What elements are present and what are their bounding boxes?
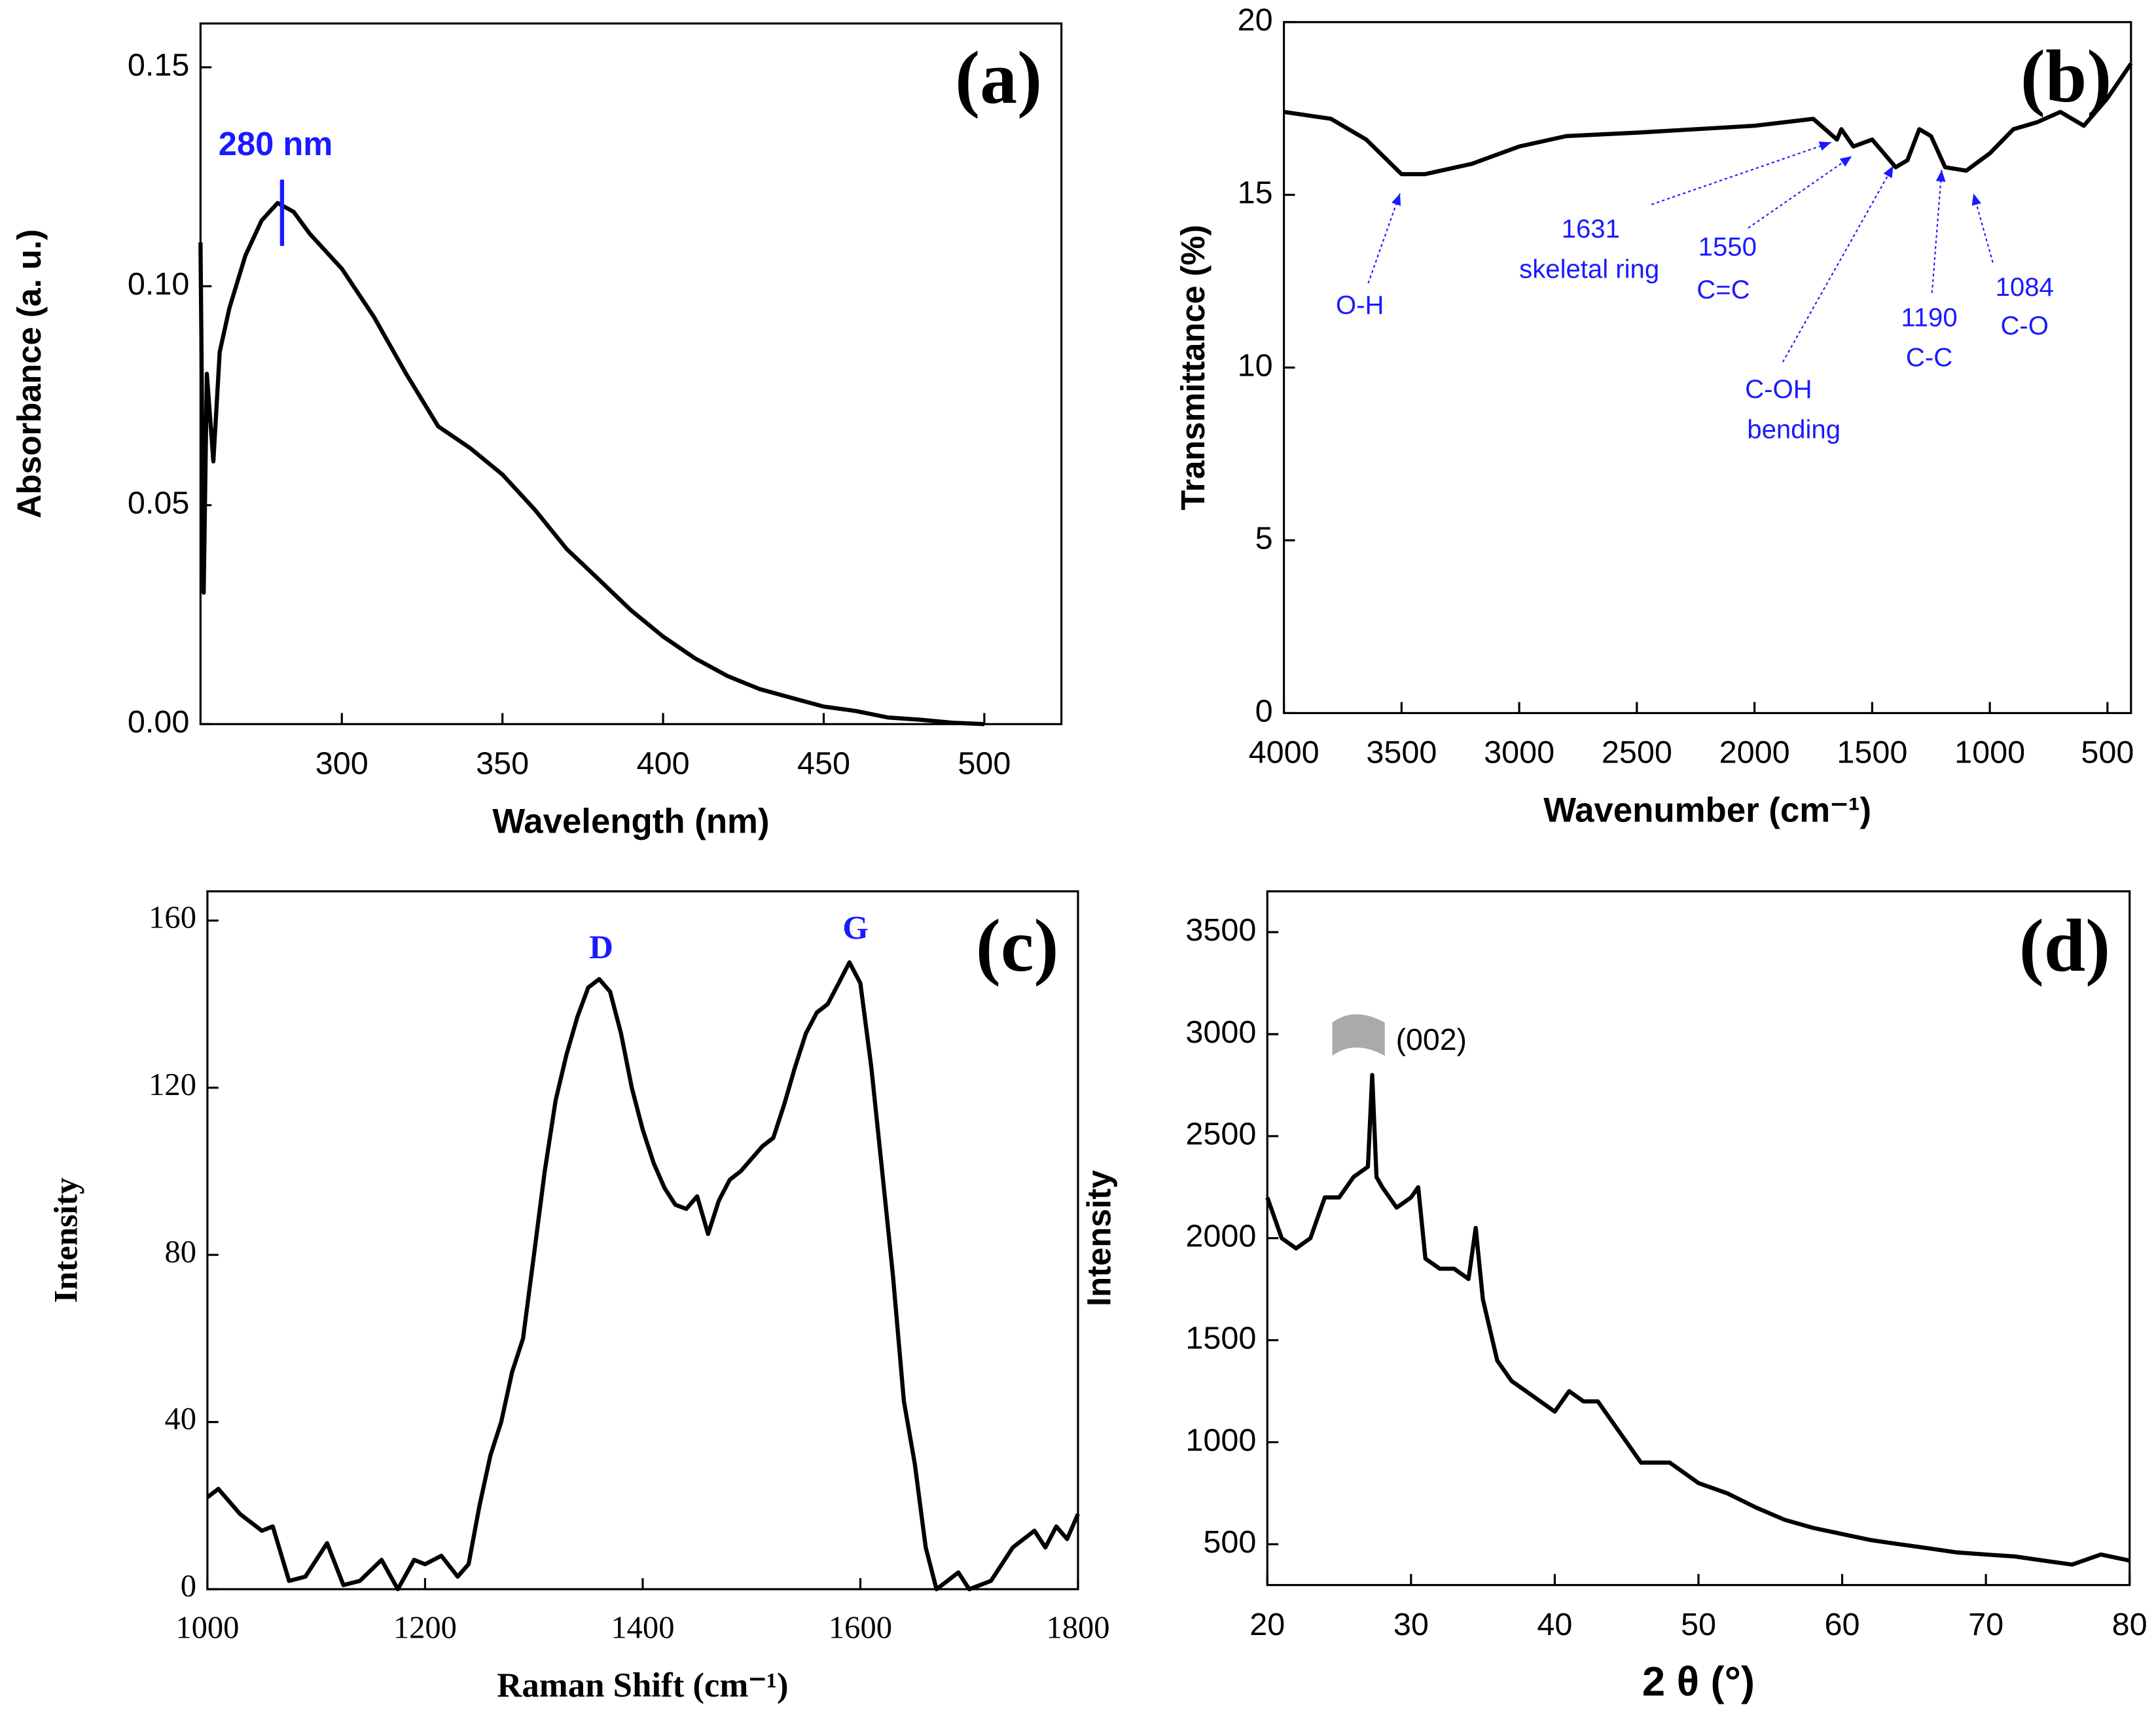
x-tick-label: 1000 bbox=[1954, 735, 2025, 770]
x-tick-label: 500 bbox=[958, 746, 1011, 781]
annotation: 1550 bbox=[1698, 233, 1757, 262]
y-tick-label: 80 bbox=[164, 1234, 196, 1269]
x-tick-label: 50 bbox=[1681, 1607, 1716, 1642]
annotation-arrow bbox=[1748, 155, 1852, 229]
annotation: C=C bbox=[1697, 276, 1750, 304]
annotation-arrow bbox=[1651, 141, 1831, 206]
y-tick-label: 1500 bbox=[1185, 1320, 1256, 1356]
annotation-arrow bbox=[1973, 193, 1994, 263]
annotation: 280 nm bbox=[219, 125, 333, 162]
y-tick-label: 3500 bbox=[1185, 912, 1256, 948]
x-tick-label: 70 bbox=[1968, 1607, 2003, 1642]
plot-frame bbox=[1282, 21, 2132, 715]
y-tick-label: 40 bbox=[164, 1401, 196, 1437]
x-tick-label: 40 bbox=[1537, 1607, 1572, 1642]
data-line bbox=[198, 200, 984, 727]
y-tick-label: 500 bbox=[1203, 1524, 1256, 1560]
x-tick-label: 1600 bbox=[829, 1609, 892, 1645]
y-axis-label: Intensity bbox=[47, 1178, 84, 1303]
arrow-head bbox=[1839, 156, 1852, 167]
panel: 20 30 40 50 60 70 80 500 1000 1500 2000 2500 3000 350… bbox=[1080, 890, 2147, 1704]
arrow-head bbox=[1883, 166, 1894, 179]
x-tick-label: 1200 bbox=[393, 1609, 457, 1645]
data-line bbox=[1284, 62, 2133, 177]
annotation: O-H bbox=[1336, 291, 1384, 319]
y-tick-label: 0 bbox=[181, 1568, 196, 1604]
annotation-arrow bbox=[1367, 193, 1401, 284]
x-tick-label: 500 bbox=[2081, 735, 2134, 770]
y-tick-label: 0 bbox=[1255, 693, 1273, 728]
x-tick-label: 1400 bbox=[611, 1609, 674, 1645]
panel-label: (a) bbox=[955, 36, 1042, 119]
arrow-head bbox=[1818, 141, 1831, 151]
x-tick-label: 350 bbox=[476, 746, 529, 781]
annotation: skeletal ring bbox=[1519, 255, 1659, 283]
x-axis-label: 2 θ (°) bbox=[1642, 1659, 1755, 1704]
y-tick-label: 2000 bbox=[1185, 1219, 1256, 1254]
x-tick-label: 300 bbox=[315, 746, 368, 781]
x-axis-label: Wavenumber (cm⁻¹) bbox=[1543, 791, 1871, 829]
y-tick-label: 15 bbox=[1238, 175, 1273, 211]
y-tick-label: 0.05 bbox=[128, 486, 190, 521]
x-tick-label: 60 bbox=[1825, 1607, 1860, 1642]
y-tick-label: 0.15 bbox=[128, 48, 190, 83]
peak-symbol bbox=[1332, 1014, 1385, 1056]
x-tick-label: 3000 bbox=[1484, 735, 1554, 770]
panel: 4000 3500 3000 2500 2000 1500 1000 500 0 5 10 15 20 W… bbox=[1174, 3, 2134, 830]
panel-label: (d) bbox=[2019, 904, 2110, 987]
x-tick-label: 30 bbox=[1393, 1607, 1429, 1642]
x-tick-label: 1500 bbox=[1837, 735, 1907, 770]
annotation: (002) bbox=[1396, 1022, 1467, 1056]
arrow-head bbox=[1971, 193, 1981, 206]
annotation: C-C bbox=[1906, 344, 1952, 372]
x-tick-label: 2000 bbox=[1719, 735, 1790, 770]
annotation: 1190 bbox=[1901, 303, 1957, 332]
annotation: C-O bbox=[2000, 312, 2049, 340]
x-tick-label: 4000 bbox=[1249, 735, 1320, 770]
y-tick-label: 1000 bbox=[1185, 1422, 1256, 1458]
x-tick-label: 450 bbox=[797, 746, 850, 781]
annotation: C-OH bbox=[1745, 375, 1812, 404]
data-line bbox=[1265, 1073, 2130, 1567]
y-tick-label: 5 bbox=[1255, 520, 1273, 556]
arrow-head bbox=[1935, 170, 1946, 182]
annotation: 1084 bbox=[1996, 273, 2054, 302]
x-axis-label: Wavelength (nm) bbox=[492, 802, 769, 840]
x-tick-label: 20 bbox=[1249, 1607, 1285, 1642]
y-axis-label: Absorbance (a. u.) bbox=[10, 229, 48, 518]
y-tick-label: 0.00 bbox=[128, 704, 190, 740]
panel-label: (c) bbox=[976, 904, 1059, 987]
x-tick-label: 1800 bbox=[1046, 1609, 1109, 1645]
x-tick-label: 2500 bbox=[1602, 735, 1672, 770]
y-axis-label: Intensity bbox=[1080, 1170, 1117, 1306]
x-tick-label: 80 bbox=[2112, 1607, 2147, 1642]
annotation-arrow bbox=[1782, 165, 1894, 363]
data-line bbox=[206, 960, 1080, 1592]
y-tick-label: 20 bbox=[1238, 3, 1273, 38]
x-tick-label: 3500 bbox=[1366, 735, 1437, 770]
annotation: bending bbox=[1747, 415, 1841, 444]
y-tick-label: 0.10 bbox=[128, 266, 190, 302]
x-tick-label: 1000 bbox=[175, 1609, 239, 1645]
y-tick-label: 160 bbox=[149, 900, 196, 935]
x-axis-label: Raman Shift (cm⁻¹) bbox=[497, 1666, 788, 1704]
x-tick-label: 400 bbox=[637, 746, 690, 781]
annotation: G bbox=[842, 910, 868, 946]
panel-label: (b) bbox=[2021, 35, 2111, 118]
y-tick-label: 2500 bbox=[1185, 1117, 1256, 1152]
panel: 1000 1200 1400 1600 1800 0 40 80 120 160 Raman Shi… bbox=[47, 890, 1110, 1704]
annotation: D bbox=[589, 929, 613, 965]
y-tick-label: 3000 bbox=[1185, 1015, 1256, 1050]
y-tick-label: 10 bbox=[1238, 348, 1273, 383]
plot-frame bbox=[206, 890, 1079, 1591]
annotation-arrow bbox=[1931, 170, 1943, 293]
panel: 300 350 400 450 500 0.00 0.05 0.10 0.15 Wavelengt… bbox=[10, 22, 1063, 840]
y-tick-label: 120 bbox=[149, 1067, 196, 1102]
arrow-head bbox=[1392, 193, 1401, 206]
y-axis-label: Transmittance (%) bbox=[1174, 225, 1212, 510]
annotation: 1631 bbox=[1562, 215, 1620, 243]
